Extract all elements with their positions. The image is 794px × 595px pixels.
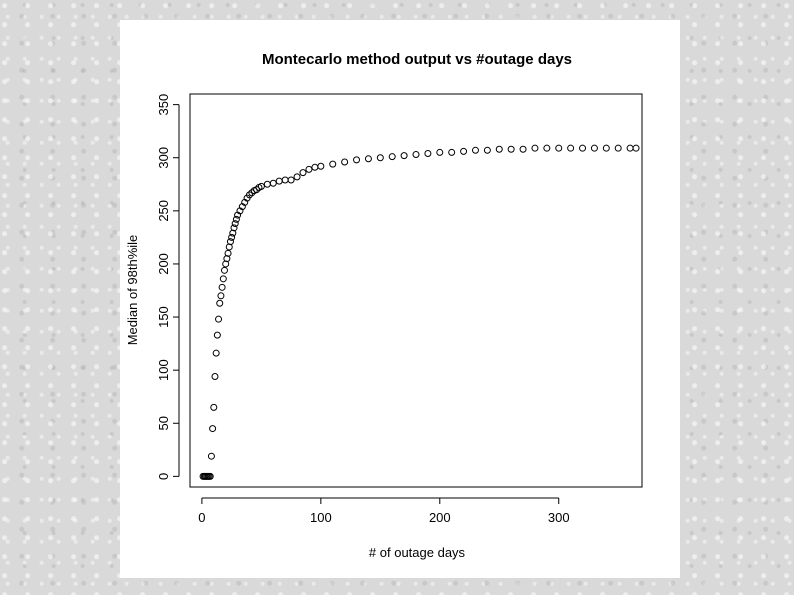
data-point bbox=[275, 177, 283, 185]
data-point bbox=[231, 220, 239, 228]
data-point bbox=[230, 224, 238, 232]
data-point bbox=[219, 275, 227, 283]
data-point bbox=[495, 145, 503, 153]
data-point bbox=[448, 148, 456, 156]
y-tick-label: 350 bbox=[156, 94, 171, 116]
data-point bbox=[207, 452, 215, 460]
data-point bbox=[424, 149, 432, 157]
data-point bbox=[590, 144, 598, 152]
data-point bbox=[218, 283, 226, 291]
chart-title: Montecarlo method output vs #outage days bbox=[262, 51, 572, 68]
y-tick-label: 300 bbox=[156, 147, 171, 169]
data-point bbox=[602, 144, 610, 152]
data-point bbox=[460, 147, 468, 155]
data-point bbox=[226, 238, 234, 246]
data-point bbox=[299, 169, 307, 177]
x-tick-label: 200 bbox=[429, 510, 451, 525]
plot-frame bbox=[189, 93, 643, 488]
x-tick-label: 100 bbox=[310, 510, 332, 525]
data-point bbox=[224, 249, 232, 257]
y-tick-label: 250 bbox=[156, 200, 171, 222]
data-point bbox=[329, 160, 337, 168]
y-tick-label: 0 bbox=[156, 473, 171, 480]
y-tick-label: 50 bbox=[156, 416, 171, 430]
data-point bbox=[507, 145, 515, 153]
data-point bbox=[211, 373, 219, 381]
data-point bbox=[364, 155, 372, 163]
data-point bbox=[220, 266, 228, 274]
data-point bbox=[232, 215, 240, 223]
data-point bbox=[483, 146, 491, 154]
data-point bbox=[287, 176, 295, 184]
data-points bbox=[199, 144, 640, 480]
y-axis: 0 50 100 150 200 250 300 350 bbox=[156, 94, 180, 480]
y-tick-label: 150 bbox=[156, 306, 171, 328]
data-point bbox=[253, 186, 261, 194]
data-point bbox=[215, 315, 223, 323]
data-point bbox=[626, 144, 634, 152]
data-point bbox=[311, 163, 319, 171]
data-point bbox=[206, 472, 214, 480]
data-point bbox=[257, 182, 265, 190]
x-tick-label: 300 bbox=[548, 510, 570, 525]
data-point bbox=[555, 144, 563, 152]
data-point bbox=[281, 176, 289, 184]
y-tick-label: 200 bbox=[156, 253, 171, 275]
x-axis-label: # of outage days bbox=[369, 545, 466, 560]
data-point bbox=[353, 156, 361, 164]
data-point bbox=[412, 151, 420, 159]
data-point bbox=[305, 165, 313, 173]
data-point bbox=[632, 144, 640, 152]
data-point bbox=[216, 299, 224, 307]
data-point bbox=[471, 146, 479, 154]
data-point bbox=[543, 144, 551, 152]
data-point bbox=[245, 191, 253, 199]
data-point bbox=[400, 152, 408, 160]
data-point bbox=[614, 144, 622, 152]
data-point bbox=[436, 148, 444, 156]
data-point bbox=[293, 173, 301, 181]
y-axis-label: Median of 98th%ile bbox=[125, 235, 140, 346]
y-tick-label: 100 bbox=[156, 359, 171, 381]
data-point bbox=[579, 144, 587, 152]
data-point bbox=[217, 292, 225, 300]
chart-panel: Montecarlo method output vs #outage days… bbox=[120, 20, 680, 578]
data-point bbox=[388, 153, 396, 161]
data-point bbox=[210, 403, 218, 411]
x-axis: 0 100 200 300 bbox=[198, 497, 570, 525]
data-point bbox=[213, 331, 221, 339]
data-point bbox=[317, 162, 325, 170]
data-point bbox=[263, 180, 271, 188]
x-tick-label: 0 bbox=[198, 510, 205, 525]
data-point bbox=[212, 349, 220, 357]
data-point bbox=[248, 189, 256, 197]
data-point bbox=[269, 179, 277, 187]
data-point bbox=[341, 158, 349, 166]
data-point bbox=[567, 144, 575, 152]
data-point bbox=[228, 233, 236, 241]
data-point bbox=[531, 144, 539, 152]
data-point bbox=[209, 425, 217, 433]
data-point bbox=[376, 154, 384, 162]
scatter-chart: Montecarlo method output vs #outage days… bbox=[125, 51, 643, 560]
data-point bbox=[519, 145, 527, 153]
